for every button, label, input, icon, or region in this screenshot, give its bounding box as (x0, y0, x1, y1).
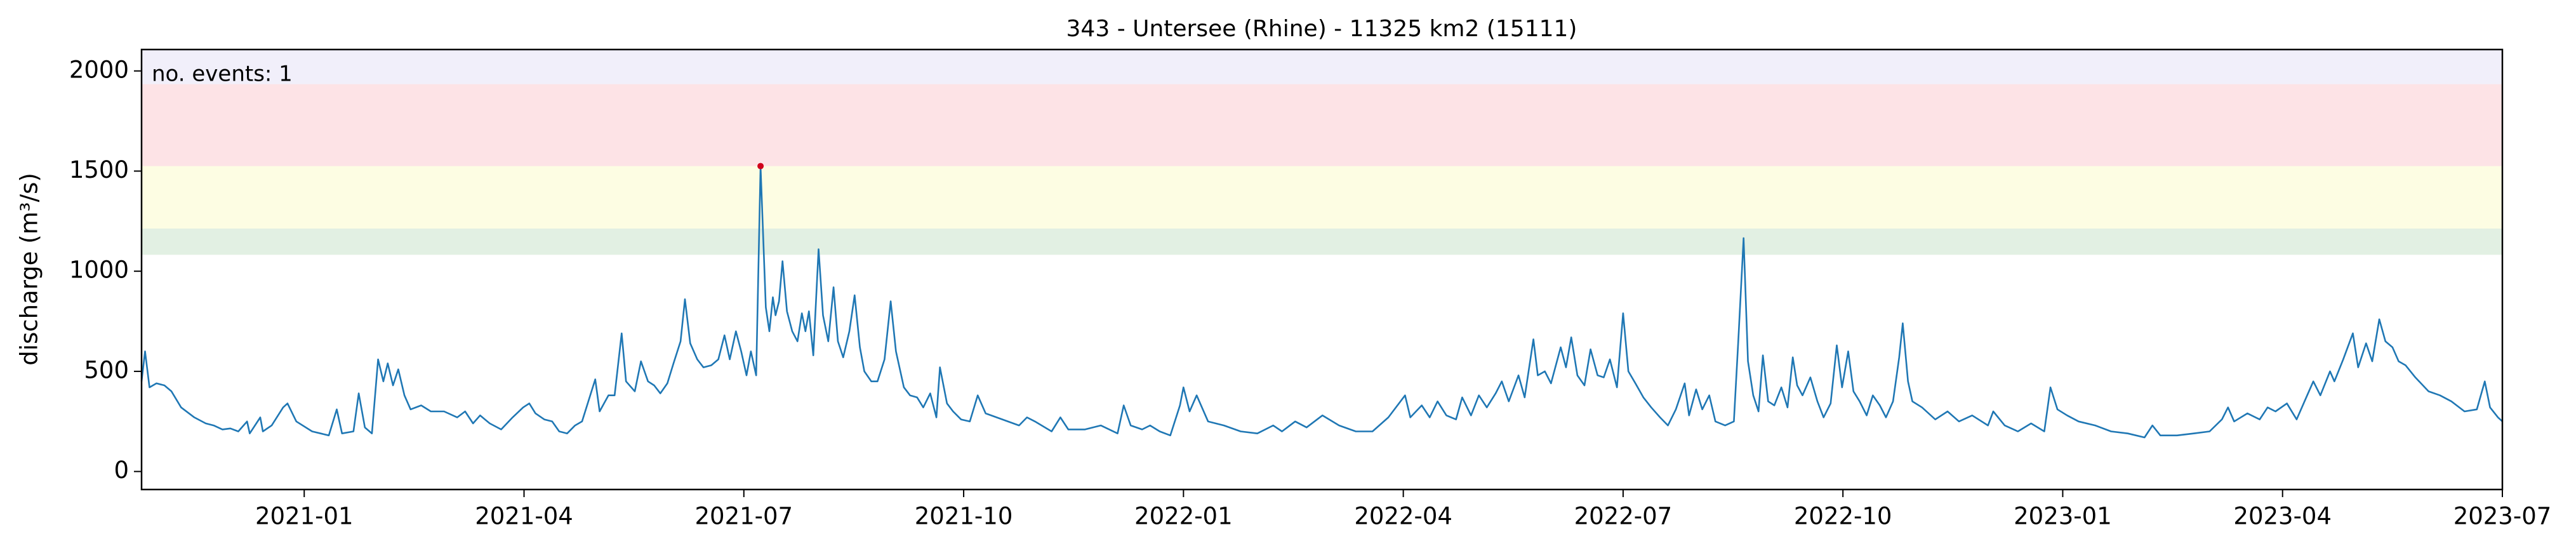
x-tick-label: 2023-04 (2233, 503, 2332, 530)
y-tick-label: 500 (84, 356, 129, 383)
y-tick-label: 0 (114, 456, 129, 484)
x-tick-label: 2022-01 (1134, 503, 1233, 530)
y-tick-label: 1500 (69, 156, 129, 183)
threshold-band (142, 166, 2502, 229)
x-tick-label: 2021-10 (915, 503, 1013, 530)
discharge-line (140, 165, 2503, 439)
x-tick-label: 2022-07 (1574, 503, 1673, 530)
plot-frame (140, 48, 2504, 491)
x-tick-label: 2022-10 (1794, 503, 1892, 530)
x-tick-label: 2023-01 (2014, 503, 2112, 530)
event-marker (757, 163, 764, 170)
threshold-band (142, 228, 2502, 255)
x-tick-label: 2023-07 (2453, 503, 2552, 530)
threshold-band (142, 84, 2502, 166)
chart-title: 343 - Untersee (Rhine) - 11325 km2 (1511… (1066, 16, 1577, 42)
y-tick-label: 1000 (69, 257, 129, 284)
threshold-band (142, 50, 2502, 84)
event-count: no. events: 1 (152, 62, 293, 87)
x-tick-label: 2021-01 (255, 503, 354, 530)
x-tick-label: 2021-07 (694, 503, 793, 530)
x-tick-label: 2021-04 (475, 503, 573, 530)
x-tick-label: 2022-04 (1354, 503, 1452, 530)
y-tick-label: 2000 (69, 56, 129, 83)
y-axis-label: discharge (m³/s) (16, 173, 43, 366)
